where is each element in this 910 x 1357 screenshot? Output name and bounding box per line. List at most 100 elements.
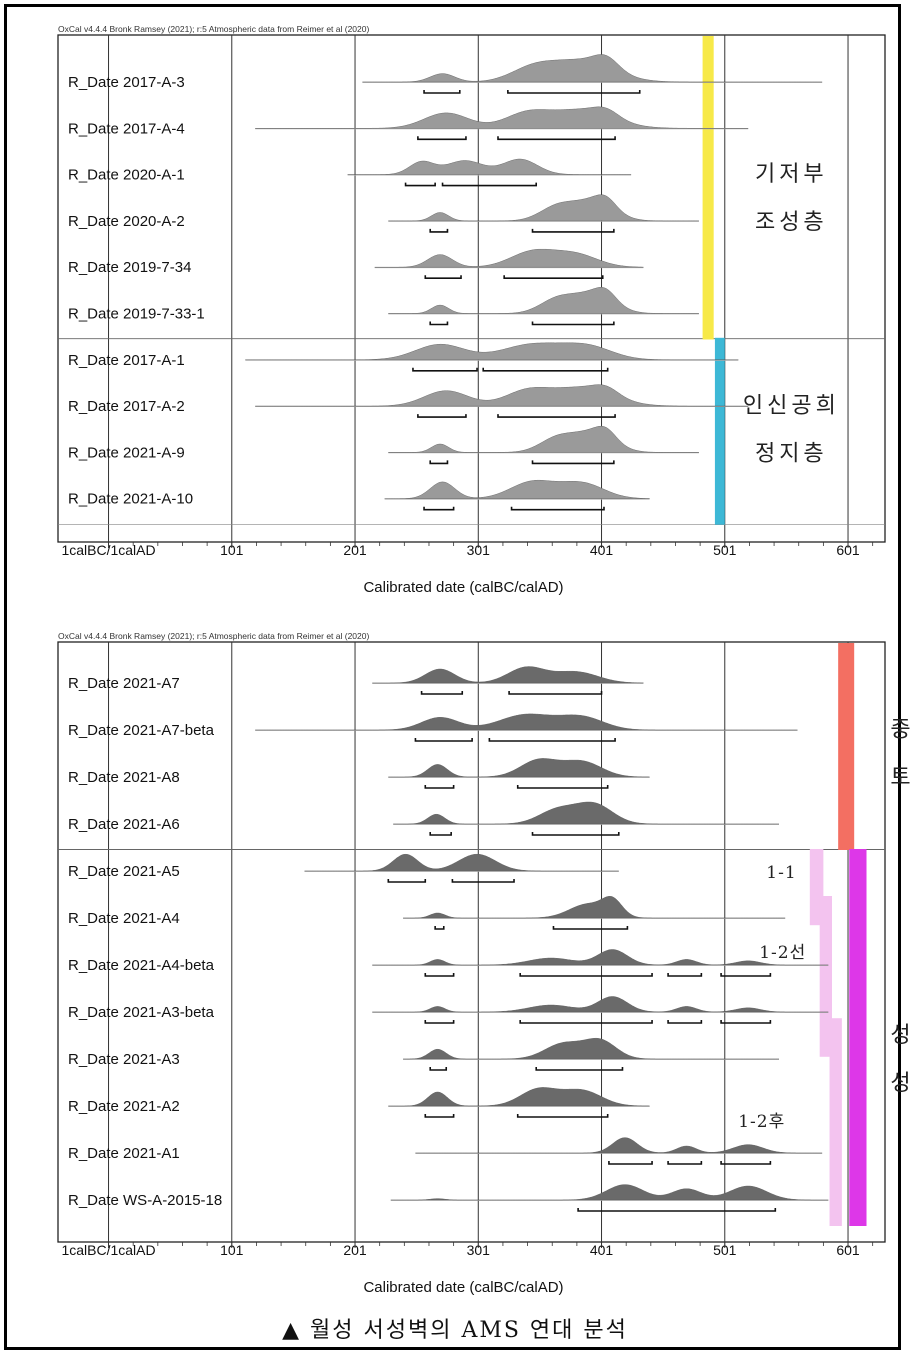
sample-label: R_Date 2021-A3-beta (68, 1004, 215, 1021)
sample-label: R_Date 2021-A1 (68, 1145, 180, 1162)
range-bracket (531, 321, 615, 326)
chart-header: OxCal v4.4.4 Bronk Ramsey (2021); r:5 At… (58, 24, 369, 34)
sample-density (304, 853, 619, 872)
phase-bar (702, 36, 714, 340)
range-bracket (414, 738, 473, 742)
sample-density (384, 480, 650, 499)
range-bracket (519, 973, 653, 977)
x-tick-label: 1calBC/1calAD (61, 1242, 155, 1258)
x-axis-label: Calibrated date (calBC/calAD) (363, 1279, 563, 1296)
sample-label: R_Date 2021-A2 (68, 1098, 180, 1115)
range-bracket (412, 367, 478, 372)
group-label: 1-2후 (738, 1112, 785, 1132)
sample-density (415, 1137, 823, 1154)
x-tick-label: 201 (343, 1242, 367, 1258)
range-bracket (552, 926, 629, 930)
range-bracket (720, 1020, 772, 1024)
sample-density (403, 1038, 780, 1060)
x-tick-label: 601 (836, 1242, 860, 1258)
sample-density (403, 896, 786, 919)
sample-label: R_Date WS-A-2015-18 (68, 1192, 222, 1209)
range-bracket (417, 136, 467, 141)
sample-label: R_Date 2020-A-1 (68, 167, 185, 184)
sample-label: R_Date 2017-A-3 (68, 74, 185, 91)
sample-density (393, 801, 780, 825)
range-bracket (429, 228, 449, 233)
range-bracket (519, 1020, 653, 1024)
x-tick-label: 501 (713, 1242, 737, 1258)
group-label: 인신공희 (743, 393, 840, 418)
sample-label: R_Date 2021-A7-beta (68, 722, 215, 739)
sample-label: R_Date 2019-7-33-1 (68, 306, 205, 323)
sample-label: R_Date 2017-A-4 (68, 120, 185, 137)
sample-density (388, 426, 699, 453)
range-bracket (516, 1114, 609, 1118)
range-bracket (720, 973, 772, 977)
sample-label: R_Date 2021-A3 (68, 1051, 180, 1068)
range-bracket (423, 90, 461, 94)
x-tick-label: 401 (590, 542, 614, 558)
range-bracket (577, 1208, 777, 1212)
group-label: 기저부 (755, 162, 828, 187)
range-bracket (497, 414, 616, 418)
sample-label: R_Date 2020-A-2 (68, 213, 185, 230)
group-label: 성벽 (890, 1023, 910, 1048)
sample-label: R_Date 2021-A6 (68, 816, 180, 833)
range-bracket (510, 506, 605, 511)
range-bracket (424, 1114, 455, 1118)
group-label: 1-2선 (759, 943, 806, 963)
sample-density (372, 666, 644, 684)
phase-bar (829, 1018, 842, 1226)
range-bracket (667, 1161, 703, 1165)
range-bracket (608, 1161, 653, 1165)
group-label: 정지층 (755, 441, 828, 466)
sample-label: R_Date 2017-A-1 (68, 352, 185, 369)
range-bracket (420, 691, 464, 695)
sample-density (362, 54, 823, 83)
range-bracket (424, 973, 455, 977)
sample-label: R_Date 2017-A-2 (68, 398, 185, 415)
phase-bar (714, 337, 725, 525)
range-bracket (429, 321, 449, 326)
sample-label: R_Date 2021-A5 (68, 863, 180, 880)
sample-density (347, 158, 632, 175)
range-bracket (429, 832, 452, 836)
range-bracket (482, 367, 609, 372)
range-bracket (424, 785, 455, 789)
x-tick-label: 501 (713, 542, 737, 558)
sample-label: R_Date 2021-A-9 (68, 444, 185, 461)
sample-density (245, 342, 739, 360)
x-tick-label: 301 (467, 1242, 491, 1258)
plot-area (57, 34, 886, 543)
range-bracket (441, 182, 538, 187)
sample-label: R_Date 2021-A8 (68, 769, 180, 786)
figure-frame (4, 4, 901, 1350)
range-bracket (424, 1020, 455, 1024)
group-label: 1-1 (766, 863, 796, 883)
range-bracket (535, 1067, 624, 1071)
x-tick-label: 301 (467, 542, 491, 558)
group-label: 토루 (890, 766, 910, 791)
x-tick-label: 101 (220, 542, 244, 558)
range-bracket (417, 414, 467, 418)
chart-panel-2: OxCal v4.4.4 Bronk Ramsey (2021); r:5 At… (57, 631, 910, 1296)
sample-label: R_Date 2021-A-10 (68, 491, 193, 508)
range-bracket (451, 879, 515, 883)
range-bracket (497, 136, 616, 141)
chart-panel-1: OxCal v4.4.4 Bronk Ramsey (2021); r:5 At… (57, 24, 886, 596)
sample-label: R_Date 2021-A4 (68, 910, 180, 927)
sample-density (372, 949, 829, 966)
sample-density (388, 194, 699, 222)
range-bracket (404, 182, 436, 187)
range-bracket (720, 1161, 772, 1165)
range-bracket (531, 832, 620, 836)
sample-label: R_Date 2019-7-34 (68, 259, 191, 276)
range-bracket (387, 879, 427, 883)
range-bracket (429, 460, 449, 465)
x-tick-label: 1calBC/1calAD (61, 542, 155, 558)
sample-density (374, 249, 644, 268)
range-bracket (508, 691, 603, 695)
range-bracket (531, 228, 615, 233)
phase-bar (849, 849, 867, 1226)
